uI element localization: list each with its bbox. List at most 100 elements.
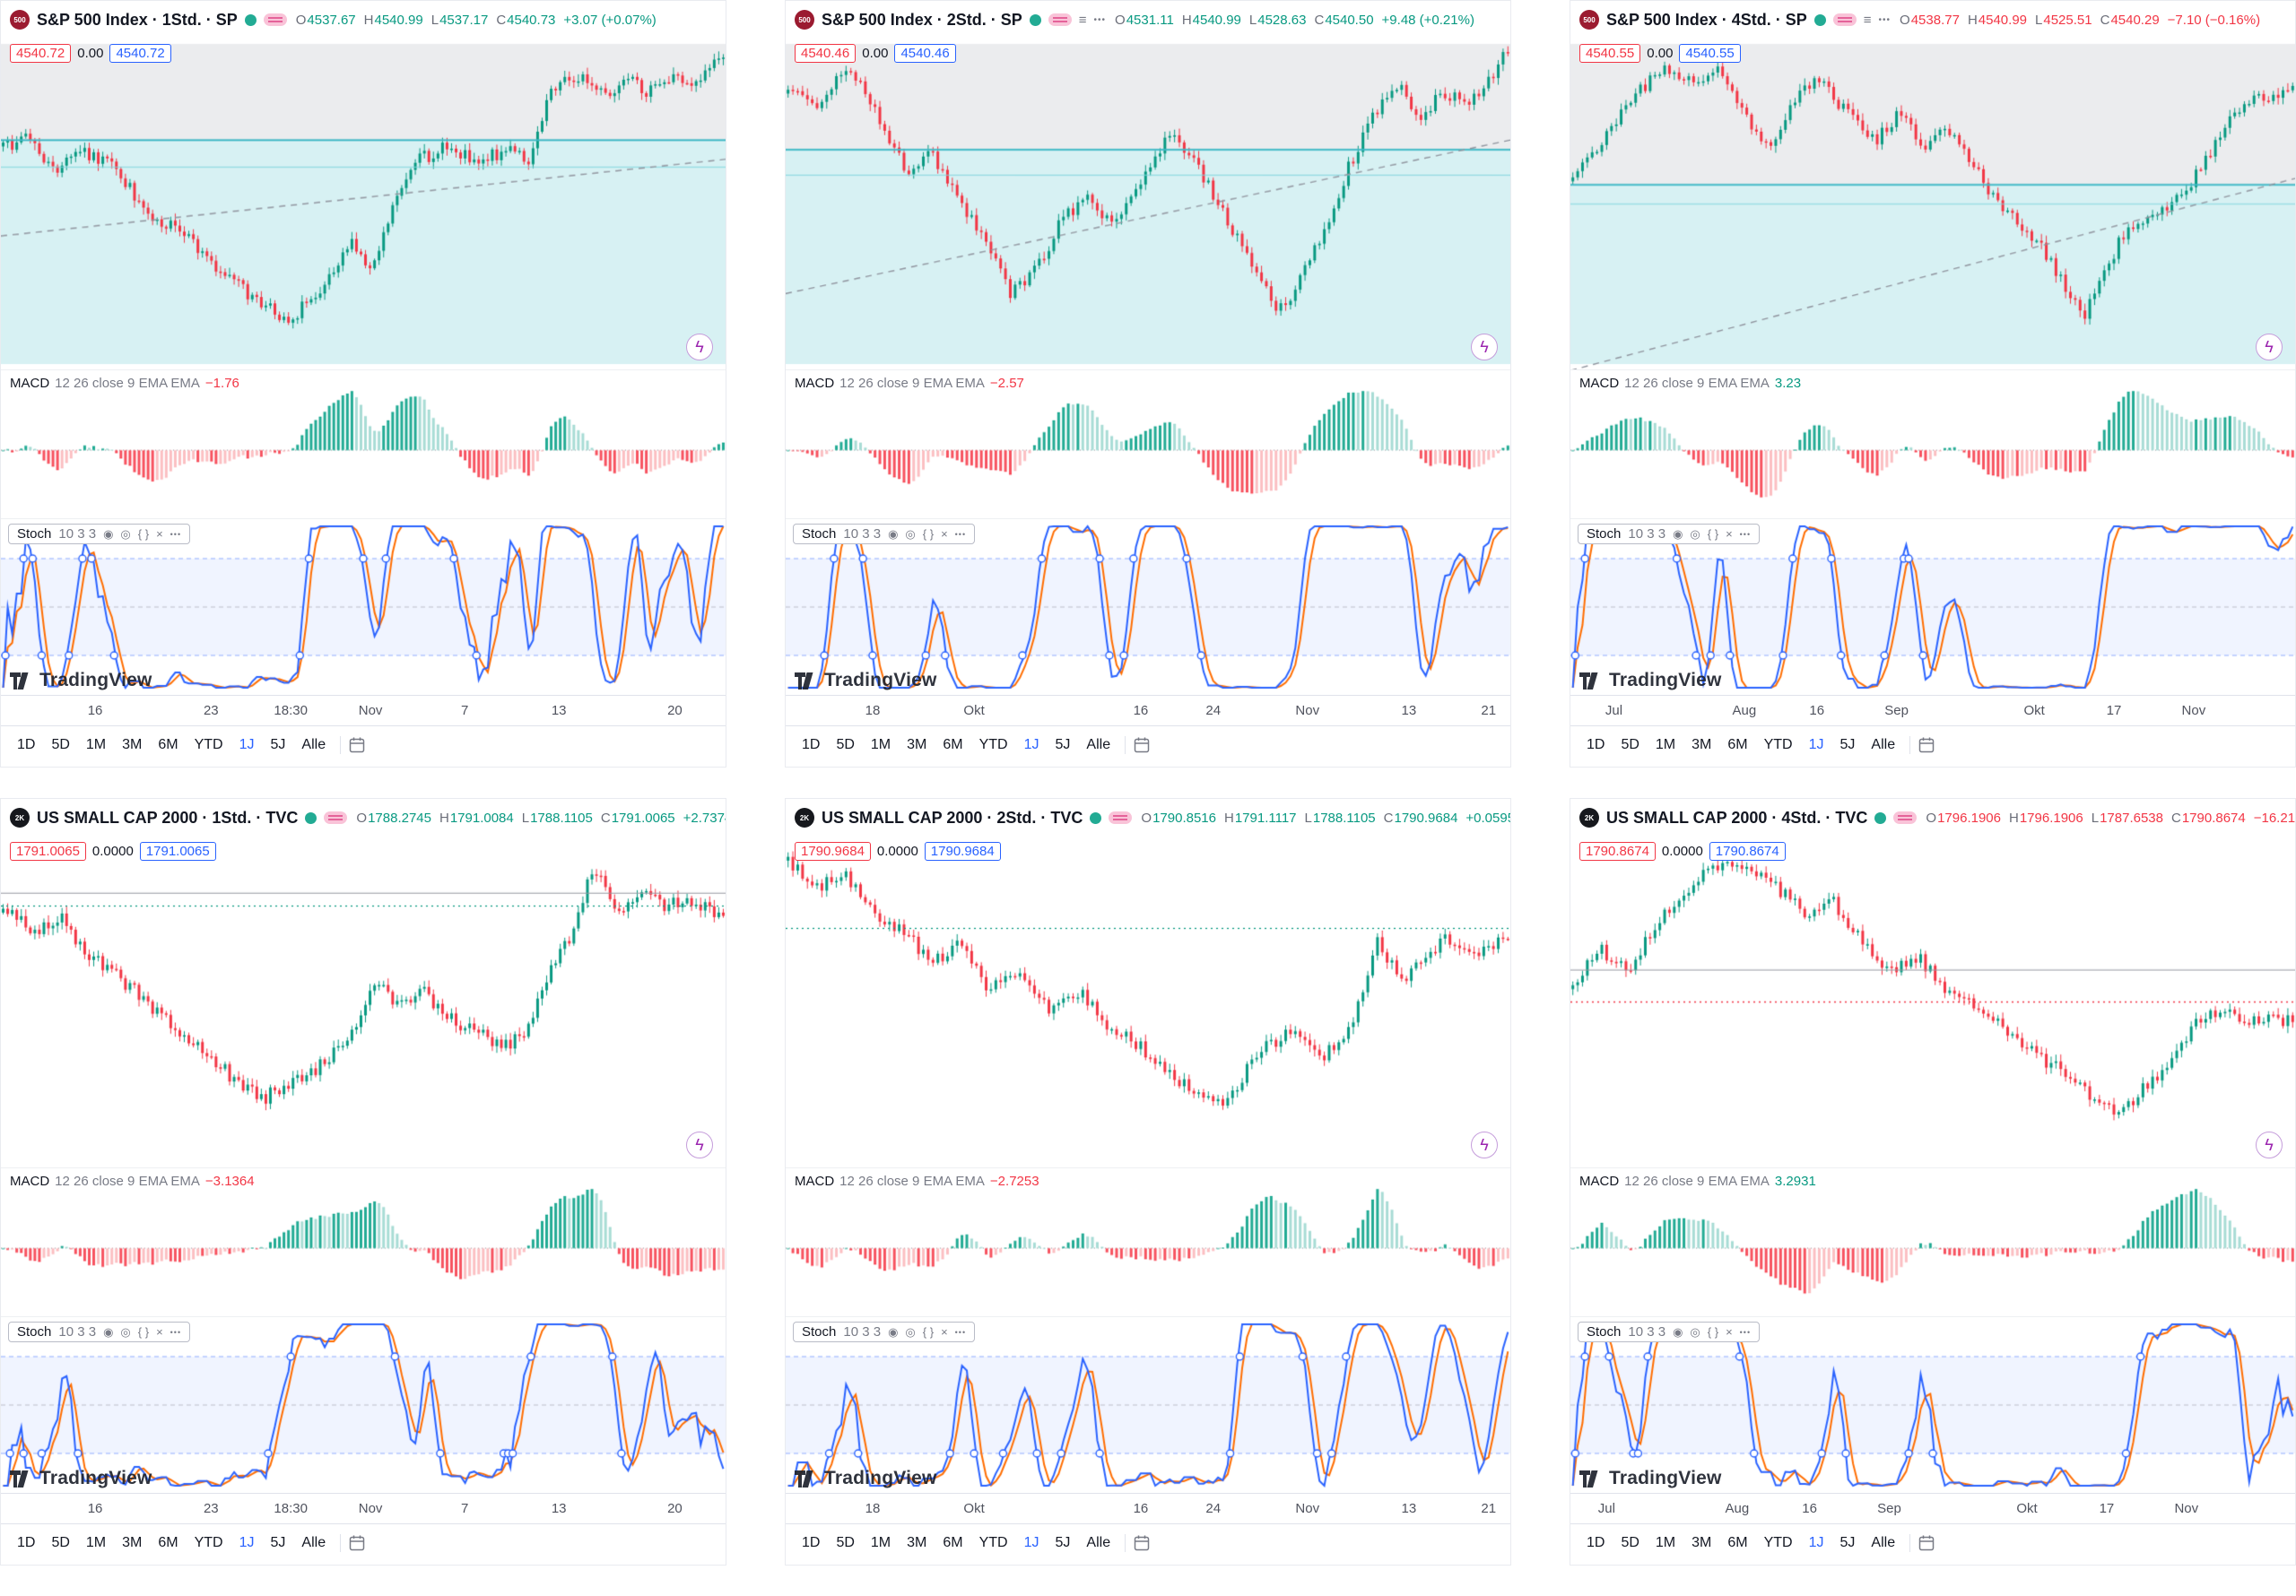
range-button-3M[interactable]: 3M [122,736,143,752]
macd-pane[interactable]: MACD 12 26 close 9 EMA EMA 3.2931 [1570,1168,2295,1317]
range-button-5D[interactable]: 5D [1621,736,1639,752]
source-code-icon[interactable]: { } [137,527,150,541]
ideas-icon[interactable] [324,811,348,824]
range-button-5D[interactable]: 5D [836,736,855,752]
price-pane[interactable]: 4540.72 0.00 4540.72 ϟ [1,39,726,370]
candlestick-chart[interactable] [1,837,726,1167]
market-status-icon[interactable] [244,13,257,26]
more-icon[interactable]: ••• [1093,14,1107,25]
source-code-icon[interactable]: { } [1707,1325,1719,1339]
price-pane[interactable]: 1790.9684 0.0000 1790.9684 ϟ [786,837,1510,1168]
list-icon[interactable]: ≡ [1863,12,1872,28]
ideas-icon[interactable] [1893,811,1918,824]
stoch-pane[interactable]: Stoch 10 3 3 ◉ ◎ { } × ••• TradingView [1570,519,2295,695]
price-pane[interactable]: 4540.46 0.00 4540.46 ϟ [786,39,1510,370]
macd-histogram[interactable] [1570,370,2295,518]
range-button-YTD[interactable]: YTD [194,1534,223,1550]
range-button-Alle[interactable]: Alle [301,736,326,752]
range-button-5J[interactable]: 5J [1055,736,1071,752]
market-status-icon[interactable] [1090,811,1102,824]
visibility-icon[interactable]: ◉ [103,526,114,541]
remove-icon[interactable]: × [156,527,163,541]
price-pane[interactable]: 4540.55 0.00 4540.55 ϟ [1570,39,2295,370]
instant-trading-button[interactable]: ϟ [1471,334,1498,360]
stochastic-chart[interactable] [1570,1317,2295,1493]
ideas-icon[interactable] [263,13,287,26]
stoch-label[interactable]: Stoch 10 3 3 ◉ ◎ { } × ••• [1578,524,1761,544]
stochastic-chart[interactable] [1570,519,2295,695]
range-button-1M[interactable]: 1M [85,736,107,752]
range-button-1M[interactable]: 1M [1655,736,1676,752]
range-button-6M[interactable]: 6M [1727,1534,1748,1550]
symbol-title[interactable]: S&P 500 Index · 1Std. · SP [37,10,238,29]
stoch-pane[interactable]: Stoch 10 3 3 ◉ ◎ { } × ••• TradingView [786,519,1510,695]
range-button-3M[interactable]: 3M [907,1534,927,1550]
remove-icon[interactable]: × [941,527,948,541]
range-button-1D[interactable]: 1D [17,736,36,752]
stoch-pane[interactable]: Stoch 10 3 3 ◉ ◎ { } × ••• TradingView [1,1317,726,1493]
stoch-label[interactable]: Stoch 10 3 3 ◉ ◎ { } × ••• [8,524,191,544]
macd-pane[interactable]: MACD 12 26 close 9 EMA EMA −2.7253 [786,1168,1510,1317]
range-button-1M[interactable]: 1M [870,736,891,752]
settings-icon[interactable]: ◎ [120,526,131,541]
market-status-icon[interactable] [305,811,317,824]
market-status-icon[interactable] [1029,13,1041,26]
go-to-date-icon[interactable] [1133,736,1151,754]
settings-icon[interactable]: ◎ [1690,1324,1700,1339]
range-button-5J[interactable]: 5J [1839,1534,1856,1550]
settings-icon[interactable]: ◎ [905,1324,916,1339]
range-button-Alle[interactable]: Alle [1086,736,1111,752]
source-code-icon[interactable]: { } [922,1325,935,1339]
remove-icon[interactable]: × [156,1325,163,1339]
range-button-1J[interactable]: 1J [1023,1534,1039,1550]
symbol-title[interactable]: US SMALL CAP 2000 · 2Std. · TVC [822,808,1083,827]
range-button-1M[interactable]: 1M [85,1534,107,1550]
go-to-date-icon[interactable] [1133,1534,1151,1552]
visibility-icon[interactable]: ◉ [888,526,899,541]
go-to-date-icon[interactable] [1918,1534,1935,1552]
more-icon[interactable]: ••• [1878,14,1892,25]
range-button-Alle[interactable]: Alle [1086,1534,1111,1550]
range-button-5D[interactable]: 5D [51,736,70,752]
ideas-icon[interactable] [1832,13,1857,26]
range-button-6M[interactable]: 6M [943,736,963,752]
macd-pane[interactable]: MACD 12 26 close 9 EMA EMA −2.57 [786,370,1510,519]
price-pane[interactable]: 1791.0065 0.0000 1791.0065 ϟ [1,837,726,1168]
macd-histogram[interactable] [786,1168,1510,1316]
range-button-5J[interactable]: 5J [270,736,286,752]
range-button-1M[interactable]: 1M [1655,1534,1676,1550]
range-button-1D[interactable]: 1D [17,1534,36,1550]
macd-histogram[interactable] [1570,1168,2295,1316]
stochastic-chart[interactable] [1,1317,726,1493]
remove-icon[interactable]: × [1726,1325,1733,1339]
range-button-3M[interactable]: 3M [1692,736,1712,752]
stoch-label[interactable]: Stoch 10 3 3 ◉ ◎ { } × ••• [1578,1322,1761,1342]
instant-trading-button[interactable]: ϟ [2256,1132,2283,1158]
range-button-5J[interactable]: 5J [1839,736,1856,752]
symbol-title[interactable]: US SMALL CAP 2000 · 4Std. · TVC [1606,808,1868,827]
stoch-label[interactable]: Stoch 10 3 3 ◉ ◎ { } × ••• [793,1322,976,1342]
candlestick-chart[interactable] [1,39,726,369]
visibility-icon[interactable]: ◉ [103,1324,114,1339]
range-button-1J[interactable]: 1J [1808,1534,1824,1550]
symbol-title[interactable]: S&P 500 Index · 4Std. · SP [1606,10,1807,29]
range-button-6M[interactable]: 6M [158,1534,178,1550]
range-button-1J[interactable]: 1J [239,1534,255,1550]
stoch-label[interactable]: Stoch 10 3 3 ◉ ◎ { } × ••• [793,524,976,544]
macd-pane[interactable]: MACD 12 26 close 9 EMA EMA −3.1364 [1,1168,726,1317]
range-button-5J[interactable]: 5J [1055,1534,1071,1550]
candlestick-chart[interactable] [1570,39,2295,369]
range-button-YTD[interactable]: YTD [978,736,1008,752]
visibility-icon[interactable]: ◉ [1673,526,1683,541]
remove-icon[interactable]: × [1726,527,1733,541]
stoch-pane[interactable]: Stoch 10 3 3 ◉ ◎ { } × ••• TradingView [1570,1317,2295,1493]
price-pane[interactable]: 1790.8674 0.0000 1790.8674 ϟ [1570,837,2295,1168]
range-button-1J[interactable]: 1J [1023,736,1039,752]
more-icon[interactable]: ••• [1739,1327,1752,1337]
range-button-YTD[interactable]: YTD [1763,1534,1793,1550]
range-button-1J[interactable]: 1J [1808,736,1824,752]
range-button-YTD[interactable]: YTD [1763,736,1793,752]
range-button-5D[interactable]: 5D [1621,1534,1639,1550]
macd-pane[interactable]: MACD 12 26 close 9 EMA EMA 3.23 [1570,370,2295,519]
macd-histogram[interactable] [1,370,726,518]
